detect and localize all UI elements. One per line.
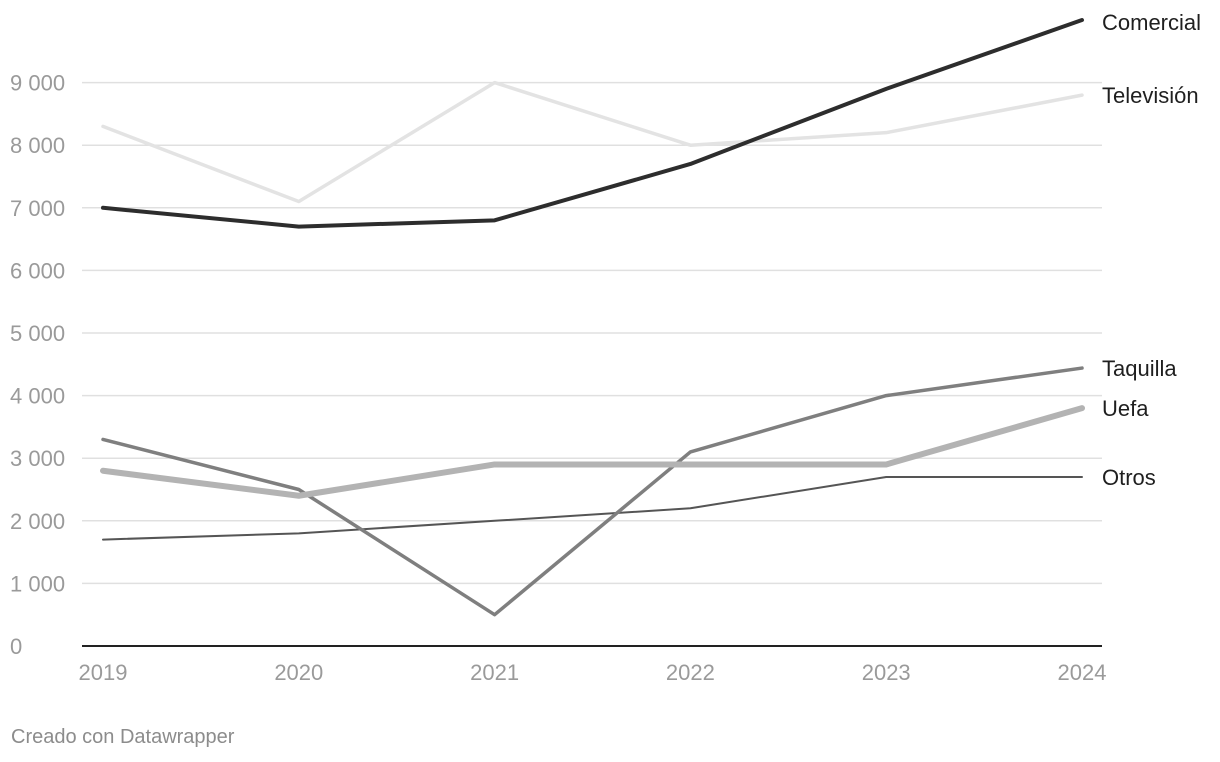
y-tick-label: 0 (10, 634, 22, 659)
y-tick-label: 7 000 (10, 196, 65, 221)
x-axis-ticks: 2019 2020 2021 2022 2023 2024 (79, 660, 1107, 685)
x-tick-label: 2021 (470, 660, 519, 685)
series-label-comercial: Comercial (1102, 10, 1201, 35)
series-line-comercial (101, 18, 1084, 229)
series-labels: Televisión Otros Taquilla Uefa Comercial (1102, 10, 1201, 490)
x-tick-label: 2023 (862, 660, 911, 685)
y-tick-label: 6 000 (10, 258, 65, 283)
series-line-otros (102, 475, 1083, 541)
y-tick-label: 5 000 (10, 321, 65, 346)
x-tick-label: 2019 (79, 660, 128, 685)
y-tick-label: 1 000 (10, 571, 65, 596)
y-tick-label: 9 000 (10, 71, 65, 96)
series-line-taquilla (101, 366, 1084, 617)
y-tick-label: 2 000 (10, 509, 65, 534)
series-label-uefa: Uefa (1102, 396, 1149, 421)
x-tick-label: 2024 (1058, 660, 1107, 685)
y-tick-label: 4 000 (10, 384, 65, 409)
series-label-otros: Otros (1102, 465, 1156, 490)
series-line-television (101, 80, 1084, 204)
y-tick-label: 3 000 (10, 446, 65, 471)
grid-lines (82, 81, 1102, 585)
series-label-television: Televisión (1102, 83, 1199, 108)
x-tick-label: 2020 (274, 660, 323, 685)
y-axis-ticks: 0 1 000 2 000 3 000 4 000 5 000 6 000 7 000 8 00… (10, 71, 65, 659)
series-label-taquilla: Taquilla (1102, 356, 1177, 381)
y-tick-label: 8 000 (10, 133, 65, 158)
footer-credit[interactable]: Creado con Datawrapper (11, 726, 235, 748)
line-chart: 0 1 000 2 000 3 000 4 000 5 000 6 000 7 000 8 00… (10, 10, 1201, 685)
series-lines (100, 18, 1085, 617)
x-tick-label: 2022 (666, 660, 715, 685)
series-line-uefa (100, 405, 1085, 499)
